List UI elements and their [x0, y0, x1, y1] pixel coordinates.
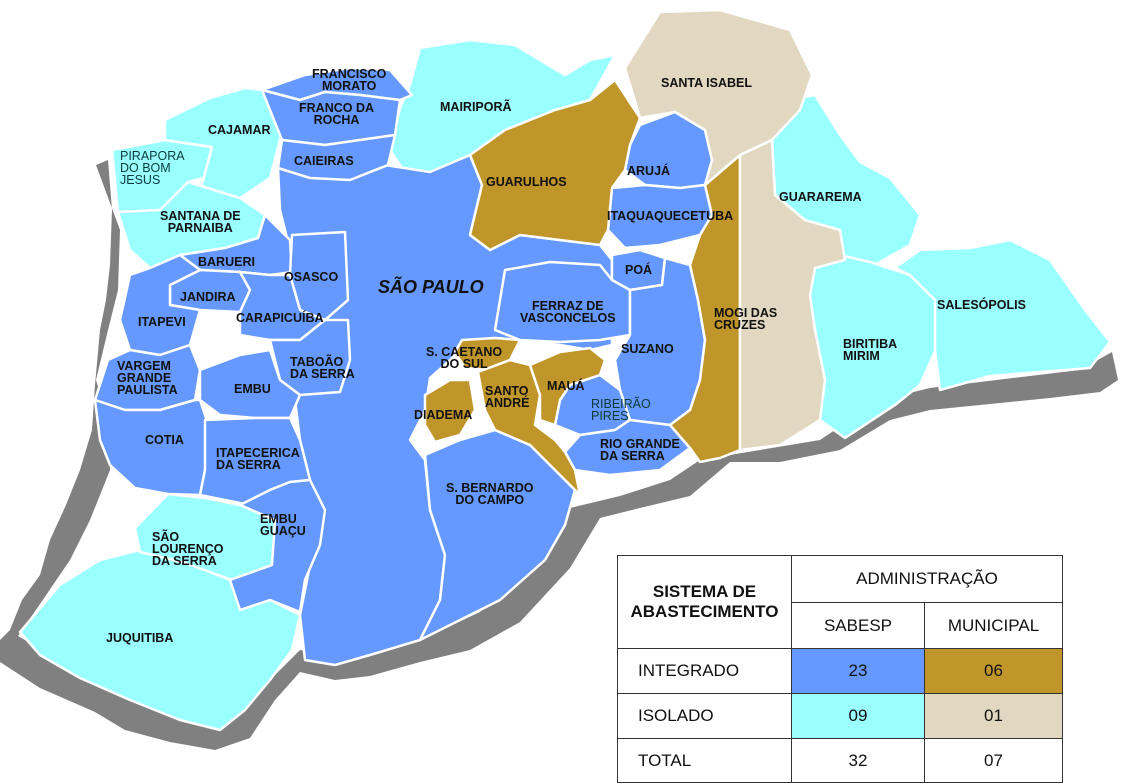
- legend-row-label: TOTAL: [617, 738, 792, 783]
- label-caieiras: CAIEIRAS: [294, 154, 354, 168]
- label-santana: SANTANA DE PARNAIBA: [160, 209, 241, 235]
- label-embu: EMBU: [234, 382, 271, 396]
- region-diadema: [423, 378, 477, 444]
- label-mairipora: MAIRIPORÃ: [440, 100, 512, 114]
- legend-cell-municipal-integrado: 06: [924, 648, 1063, 694]
- label-sao-bernardo: S. BERNARDO DO CAMPO: [446, 481, 534, 507]
- label-barueri: BARUERI: [198, 255, 255, 269]
- label-sao-caetano: S. CAETANO DO SUL: [426, 345, 503, 371]
- label-biritiba: BIRITIBA MIRIM: [843, 337, 898, 363]
- label-suzano: SUZANO: [621, 342, 674, 356]
- label-embu-guacu: EMBU GUAÇU: [260, 512, 306, 538]
- region-itapevi: [118, 253, 202, 357]
- label-diadema: DIADEMA: [414, 408, 473, 422]
- legend-cell-sabesp-integrado: 23: [791, 648, 925, 694]
- label-maua: MAUÁ: [547, 379, 585, 393]
- label-osasco: OSASCO: [284, 270, 339, 284]
- legend-municipal-header: MUNICIPAL: [924, 602, 1063, 649]
- label-mogi: MOGI DAS CRUZES: [714, 306, 778, 332]
- label-carapicuiba: CARAPICUÍBA: [236, 311, 324, 325]
- region-cotia: [93, 398, 212, 497]
- legend-row-label: INTEGRADO: [617, 648, 792, 694]
- region-mogi-beige: [738, 138, 847, 452]
- label-aruja: ARUJÁ: [627, 164, 671, 178]
- label-juquitiba: JUQUITIBA: [106, 631, 174, 645]
- region-cajamar: [163, 86, 284, 200]
- label-guarulhos: GUARULHOS: [486, 175, 567, 189]
- region-juquitiba: [18, 548, 302, 732]
- label-francisco-morato: FRANCISCO MORATO: [312, 67, 387, 93]
- label-taboao: TABOÃO DA SERRA: [290, 355, 355, 381]
- legend-table: SISTEMA DE ABASTECIMENTO ADMINISTRAÇÃO S…: [617, 555, 1063, 783]
- region-embu: [198, 348, 302, 420]
- label-itapevi: ITAPEVI: [138, 315, 186, 329]
- region-ferraz: [493, 260, 632, 344]
- legend-admin-header: ADMINISTRAÇÃO: [791, 555, 1063, 603]
- legend-system-header: SISTEMA DE ABASTECIMENTO: [617, 555, 792, 649]
- label-ribeirao: RIBEIRÃO PIRES: [591, 397, 651, 423]
- label-itaquaquecetuba: ITAQUAQUECETUBA: [607, 209, 734, 223]
- legend-cell-sabesp-isolado: 09: [791, 693, 925, 739]
- label-cotia: COTIA: [145, 433, 184, 447]
- region-guarulhos: [468, 78, 642, 252]
- label-vargem-grande: VARGEM GRANDE PAULISTA: [117, 359, 178, 397]
- region-salesopolis: [893, 238, 1112, 392]
- label-jandira: JANDIRA: [180, 290, 236, 304]
- label-santa-isabel: SANTA ISABEL: [661, 76, 752, 90]
- region-caieiras: [276, 133, 397, 182]
- legend-sabesp-header: SABESP: [791, 602, 925, 649]
- label-ferraz: FERRAZ DE VASCONCELOS: [520, 299, 616, 325]
- region-embu-guacu: [228, 478, 327, 614]
- label-salesopolis: SALESÓPOLIS: [937, 298, 1026, 312]
- legend-cell-municipal-isolado: 01: [924, 693, 1063, 739]
- label-franco-da-rocha: FRANCO DA ROCHA: [299, 101, 374, 127]
- legend-cell-municipal-total: 07: [924, 738, 1063, 783]
- label-sao-paulo: SÃO PAULO: [378, 277, 484, 297]
- legend-cell-sabesp-total: 32: [791, 738, 925, 783]
- label-santo-andre: SANTO ANDRÉ: [485, 384, 530, 410]
- legend-row-label: ISOLADO: [617, 693, 792, 739]
- region-maua: [528, 346, 607, 427]
- label-guararema: GUARAREMA: [779, 190, 862, 204]
- label-rio-grande: RIO GRANDE DA SERRA: [600, 437, 680, 463]
- label-sao-lourenco: SÃO LOURENÇO DA SERRA: [152, 530, 224, 568]
- label-cajamar: CAJAMAR: [208, 123, 271, 137]
- label-poa: POÁ: [625, 263, 653, 277]
- label-pirapora: PIRAPORA DO BOM JESUS: [120, 149, 185, 187]
- label-itapecerica: ITAPECERICA DA SERRA: [216, 446, 300, 472]
